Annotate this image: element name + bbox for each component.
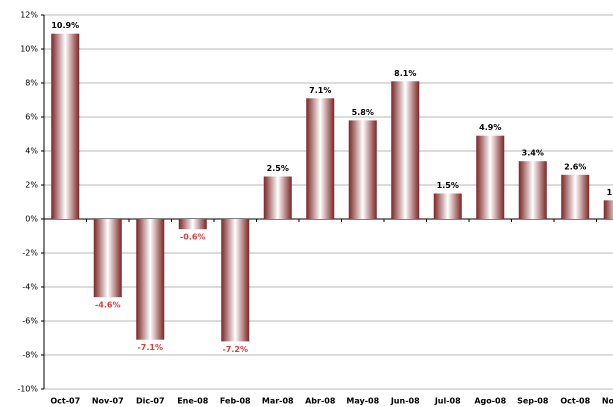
x-tick-label: Jul-08 — [434, 397, 461, 406]
x-tick-label: Sep-08 — [517, 397, 549, 406]
x-tick-label: Oct-07 — [50, 397, 80, 406]
value-label: 7.1% — [309, 86, 331, 95]
x-tick-label: Ago-08 — [474, 397, 506, 406]
bar — [561, 174, 590, 219]
y-tick-label: 10% — [20, 45, 38, 54]
bar — [348, 120, 377, 219]
bar — [178, 219, 207, 230]
value-label: 3.4% — [522, 149, 544, 158]
value-label: 4.9% — [479, 123, 501, 132]
x-tick-label: Abr-08 — [305, 397, 336, 406]
bar — [51, 33, 80, 220]
y-tick-label: -10% — [17, 385, 38, 394]
bar — [136, 219, 165, 340]
bar — [476, 135, 505, 219]
bar — [518, 161, 547, 219]
x-tick-label: Feb-08 — [220, 397, 251, 406]
x-tick-label: Oct-08 — [560, 397, 590, 406]
bar — [221, 219, 250, 342]
value-label: -7.2% — [222, 345, 248, 354]
y-tick-label: -8% — [22, 351, 38, 360]
value-label: 2.6% — [564, 162, 586, 171]
y-tick-label: 4% — [25, 147, 38, 156]
value-label: 2.5% — [267, 164, 289, 173]
y-tick-label: 12% — [20, 11, 38, 20]
x-tick-label: Nov-07 — [92, 397, 124, 406]
bar — [306, 98, 335, 219]
bar — [93, 219, 122, 298]
x-tick-label: Dic-07 — [136, 397, 165, 406]
bar — [603, 200, 613, 219]
value-label: -4.6% — [95, 301, 121, 310]
value-label: -7.1% — [137, 343, 163, 352]
x-tick-label: Ene-08 — [177, 397, 208, 406]
y-tick-label: -6% — [22, 317, 38, 326]
y-tick-label: -2% — [22, 249, 38, 258]
x-tick-label: Nov-08 — [602, 397, 613, 406]
bar — [263, 176, 292, 219]
y-tick-label: 0% — [25, 215, 38, 224]
value-label: 5.8% — [352, 108, 374, 117]
x-tick-label: May-08 — [346, 397, 379, 406]
bar — [433, 193, 462, 219]
value-label: 1.1% — [607, 188, 613, 197]
x-tick-label: Jun-08 — [390, 397, 420, 406]
y-tick-label: -4% — [22, 283, 38, 292]
value-label: -0.6% — [180, 233, 206, 242]
value-label: 1.5% — [437, 181, 459, 190]
value-label: 10.9% — [51, 21, 79, 30]
y-tick-label: 8% — [25, 79, 38, 88]
y-tick-label: 6% — [25, 113, 38, 122]
value-label: 8.1% — [394, 69, 416, 78]
bar — [391, 81, 420, 219]
x-tick-label: Mar-08 — [262, 397, 294, 406]
y-tick-label: 2% — [25, 181, 38, 190]
